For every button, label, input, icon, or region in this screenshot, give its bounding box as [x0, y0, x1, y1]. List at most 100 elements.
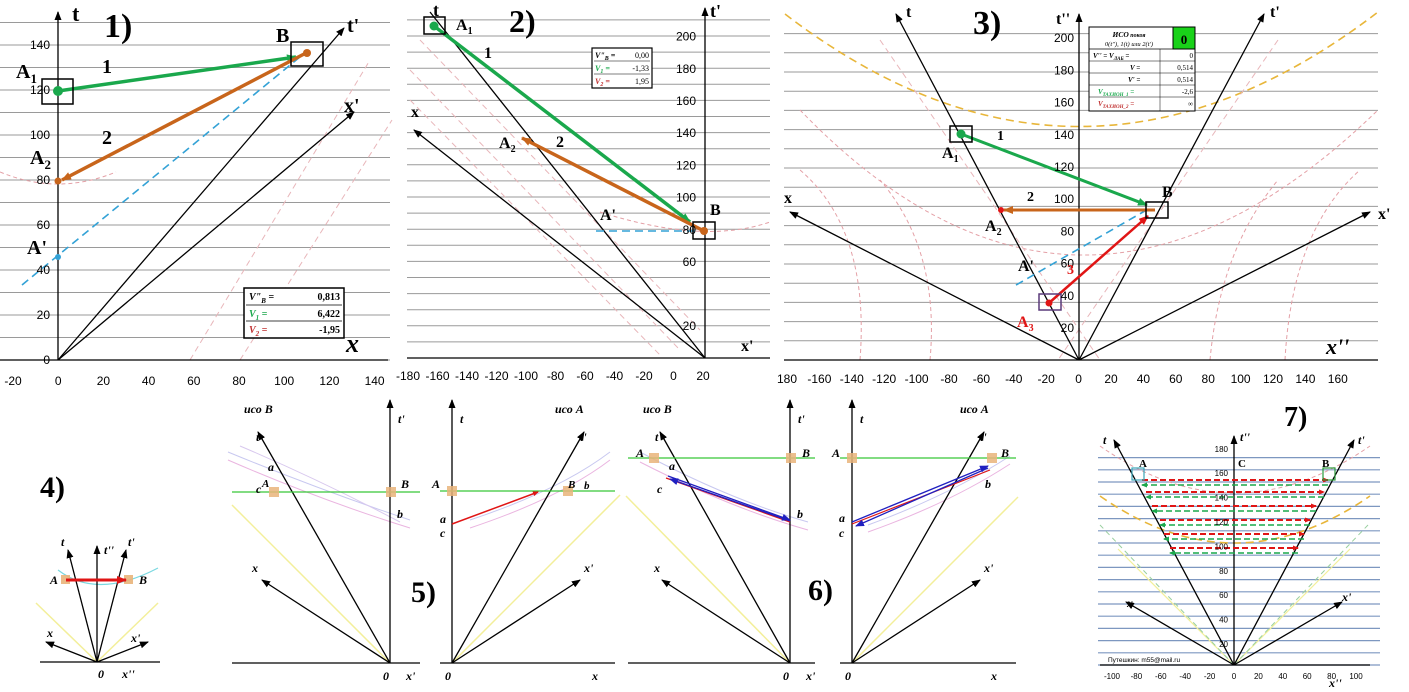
y-tick-label: 0 — [43, 353, 50, 367]
x-tick-label: 80 — [1202, 372, 1216, 386]
p6-number: 6) — [808, 574, 833, 607]
y-tick-label: 20 — [1219, 640, 1228, 649]
p2-arrow2-label: 2 — [556, 134, 564, 151]
p7-footer: Путешкин: m55@mail.ru — [1108, 657, 1180, 664]
y-tick-label: 120 — [1215, 518, 1229, 527]
x-tick-label: 40 — [1278, 672, 1287, 681]
p3-tp-axis — [1078, 13, 1265, 361]
x-tick-label: -80 — [1131, 672, 1143, 681]
p3-table-header: ИСО покоя — [1112, 30, 1146, 39]
x-tick-label: -20 — [4, 374, 22, 388]
x-tick-label: -60 — [576, 369, 594, 383]
p2-t-label: t — [433, 0, 439, 20]
p3-table-row-vlab: V'' = VЛАБ = — [1093, 52, 1129, 62]
p6-left-t: t — [655, 430, 659, 444]
x-tick-label: 160 — [1328, 372, 1348, 386]
p3-tp-label: t' — [1270, 4, 1280, 21]
p5-right-tp: t' — [580, 430, 587, 444]
p3-table-row-vt2: VТАХИОН_2 = — [1098, 100, 1134, 110]
p2-x-axis — [413, 129, 706, 359]
p5-left-title: исо B — [244, 402, 273, 416]
p3-table-val-vt1: -2,6 — [1182, 88, 1194, 96]
p6-right-b: b — [985, 477, 991, 491]
x-tick-label: 40 — [142, 374, 156, 388]
x-tick-label: -20 — [1204, 672, 1216, 681]
p6-right-t: t — [860, 412, 864, 426]
p2-a2-label: A2 — [499, 135, 516, 155]
p5-right-origin: 0 — [445, 669, 451, 683]
panel-7: 20 40 60 80 100 120 140 160 180 -100 -80 -60 -40 -20 0… — [1098, 402, 1380, 690]
p3-table-val-vlab: 0 — [1190, 52, 1194, 60]
p6-right-origin: 0 — [845, 669, 851, 683]
p1-simultaneity-line — [21, 51, 307, 286]
p5-right-b: b — [584, 480, 590, 492]
p4-a-label: A — [49, 573, 58, 587]
x-tick-label: -120 — [484, 369, 508, 383]
y-tick-label: 20 — [37, 308, 51, 322]
y-tick-label: 80 — [683, 223, 697, 237]
p4-x-axis — [45, 641, 98, 663]
p1-arrow-2 — [61, 51, 307, 182]
p1-arrow2-label: 2 — [102, 127, 112, 149]
x-tick-label: -140 — [455, 369, 479, 383]
y-tick-label: 40 — [37, 263, 51, 277]
p7-xpp-label: x'' — [1328, 676, 1342, 690]
p5-right-A: A — [431, 477, 440, 491]
p5-right-c: c — [440, 526, 446, 540]
p1-x-label: x — [345, 329, 359, 358]
p3-a3-label: A3 — [1017, 314, 1034, 334]
p3-table-val-v: 0,514 — [1177, 64, 1193, 72]
p2-tprime-label: t' — [710, 1, 721, 21]
x-tick-label: 100 — [274, 374, 294, 388]
panel-6: исо B t t' x x' 0 A B a c b 6) исо A t t… — [625, 399, 1019, 683]
y-tick-label: 140 — [1215, 494, 1229, 503]
p6-left-A: A — [635, 446, 644, 460]
x-tick-label: -180 — [396, 369, 420, 383]
x-tick-label: -60 — [1155, 672, 1167, 681]
p4-tp-axis — [96, 549, 128, 663]
p5-right-x: x — [591, 669, 598, 683]
p4-t-axis — [66, 549, 98, 663]
p2-b-label: B — [710, 202, 721, 219]
x-tick-label: 140 — [1295, 372, 1315, 386]
p2-box-a1 — [423, 16, 446, 35]
y-tick-label: 100 — [1054, 192, 1074, 206]
x-tick-label: 80 — [1327, 672, 1336, 681]
p3-box-a1 — [949, 125, 973, 143]
p3-box-b — [1145, 201, 1169, 219]
p7-c-label: C — [1238, 458, 1246, 470]
p6-left-a: a — [669, 459, 675, 473]
p4-tpp-label: t'' — [104, 543, 115, 557]
x-tick-label: 120 — [1263, 372, 1283, 386]
x-tick-label: 120 — [319, 374, 339, 388]
p1-arrow-1 — [57, 54, 297, 93]
y-tick-label: 120 — [30, 83, 50, 97]
x-tick-label: 0 — [55, 374, 62, 388]
p3-event-a3 — [1045, 299, 1053, 307]
x-tick-label: -80 — [940, 372, 958, 386]
y-tick-label: 180 — [676, 62, 696, 76]
p1-table-row-v1: V1 = — [249, 309, 268, 322]
x-tick-label: 40 — [1137, 372, 1151, 386]
x-tick-label: -20 — [635, 369, 653, 383]
p2-table-val-vb: 0,00 — [635, 51, 649, 60]
x-tick-label: 0 — [1232, 672, 1237, 681]
p3-xp-label: x' — [1378, 206, 1390, 223]
y-tick-label: 140 — [676, 126, 696, 140]
p5-right-title: исо A — [555, 402, 584, 416]
p3-frame-table: 0 ИСО покоя 0(t''), 1(t) или 2(t') V'' =… — [1088, 26, 1196, 112]
p6-right-a: a — [839, 511, 845, 525]
p1-table-val-v1: 6,422 — [318, 309, 341, 320]
p6-right-tp: t' — [980, 430, 987, 444]
p3-xp-axis — [1078, 211, 1371, 361]
p3-event-a2 — [998, 207, 1004, 213]
p2-arrow-2 — [521, 136, 705, 233]
y-tick-label: 160 — [1215, 469, 1229, 478]
p7-a-label: A — [1139, 458, 1147, 470]
x-tick-label: 60 — [1303, 672, 1312, 681]
p3-aprime-label: A' — [1018, 258, 1034, 275]
p3-arrow2-label: 2 — [1027, 190, 1034, 205]
p6-left-xp: x' — [805, 669, 816, 683]
p5-left-a: a — [268, 460, 274, 474]
